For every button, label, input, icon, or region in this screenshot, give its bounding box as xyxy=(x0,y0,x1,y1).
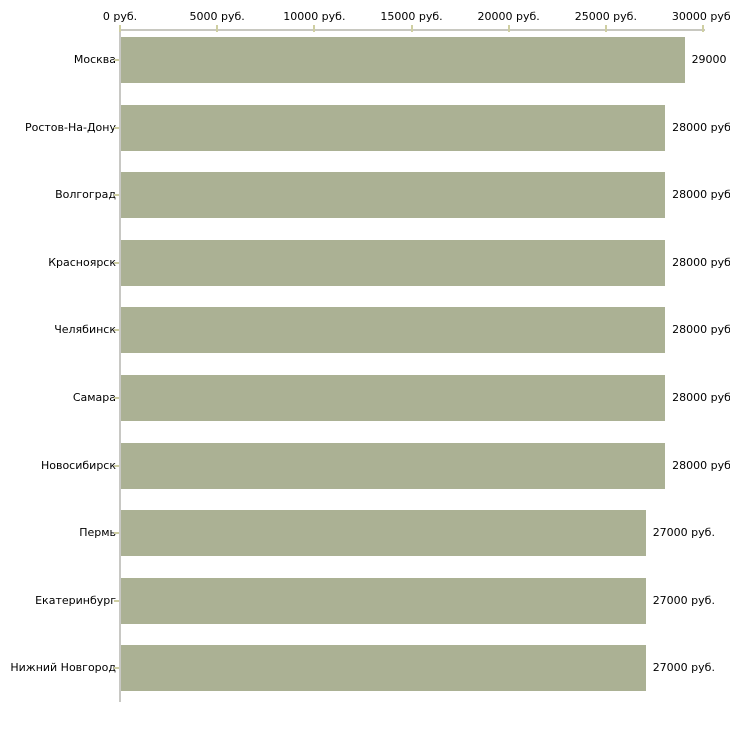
value-label: 27000 руб. xyxy=(652,661,715,675)
y-tick-mark xyxy=(114,397,119,399)
category-label: Москва xyxy=(73,53,116,66)
y-tick-mark xyxy=(114,464,119,467)
category-label: Пермь xyxy=(79,526,116,540)
x-tick-mark xyxy=(313,25,316,32)
bar xyxy=(121,442,666,489)
bar xyxy=(121,510,646,557)
x-tick-mark xyxy=(604,25,607,32)
bar xyxy=(121,577,646,624)
x-tick-mark xyxy=(216,25,219,32)
category-label: Волгоград xyxy=(55,188,116,202)
value-label: 27000 руб. xyxy=(652,526,715,540)
value-label: 28000 руб. xyxy=(672,458,730,472)
bar xyxy=(121,307,666,354)
category-label: Красноярск xyxy=(48,255,116,269)
category-label: Нижний Новгород xyxy=(10,661,116,675)
value-label: 29000 р xyxy=(691,53,730,66)
y-tick-mark xyxy=(114,599,119,602)
category-label: Екатеринбург xyxy=(35,593,116,607)
x-tick-label: 20000 руб. xyxy=(477,10,540,23)
bar xyxy=(121,375,666,421)
value-label: 28000 руб. xyxy=(672,188,730,202)
x-tick-mark xyxy=(507,25,510,32)
value-label: 28000 руб. xyxy=(672,323,730,337)
x-axis-line xyxy=(120,29,705,31)
y-axis-line xyxy=(119,29,121,702)
bar xyxy=(121,37,685,83)
y-tick-mark xyxy=(114,59,119,61)
x-tick-label: 30000 руб. xyxy=(671,10,730,23)
x-tick-mark xyxy=(410,25,413,32)
x-tick-label: 0 руб. xyxy=(102,10,138,23)
y-tick-mark xyxy=(114,532,119,535)
x-tick-label: 10000 руб. xyxy=(283,10,346,23)
category-label: Самара xyxy=(72,391,116,404)
bar xyxy=(121,104,666,151)
category-label: Новосибирск xyxy=(40,458,116,472)
bar xyxy=(121,645,646,692)
x-tick-mark xyxy=(702,25,704,32)
category-label: Челябинск xyxy=(54,323,116,337)
value-label: 27000 руб. xyxy=(652,593,715,607)
y-tick-mark xyxy=(114,126,119,129)
y-tick-mark xyxy=(114,329,119,332)
value-label: 28000 руб. xyxy=(672,391,730,404)
bar xyxy=(121,239,666,286)
bar xyxy=(121,172,666,219)
x-tick-label: 25000 руб. xyxy=(574,10,637,23)
x-tick-label: 15000 руб. xyxy=(380,10,443,23)
y-tick-mark xyxy=(114,667,119,670)
category-label: Ростов-На-Дону xyxy=(24,120,116,134)
value-label: 28000 руб. xyxy=(672,120,730,134)
y-tick-mark xyxy=(114,261,119,264)
x-tick-label: 5000 руб. xyxy=(189,10,245,23)
value-label: 28000 руб. xyxy=(672,255,730,269)
x-tick-mark xyxy=(119,25,121,32)
y-tick-mark xyxy=(114,194,119,197)
